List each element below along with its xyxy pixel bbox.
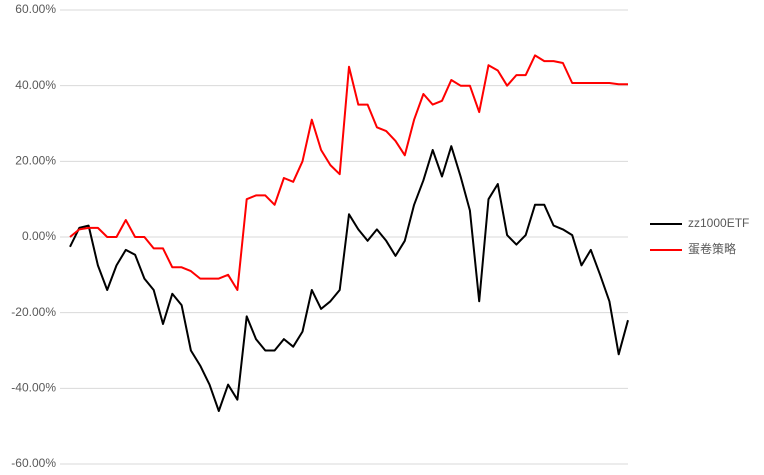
y-tick-label: 20.00% xyxy=(15,154,56,168)
series-line xyxy=(69,54,628,291)
legend-label: zz1000ETF xyxy=(688,216,749,230)
y-tick-label: 60.00% xyxy=(15,2,56,16)
y-tick-label: 40.00% xyxy=(15,78,56,92)
y-tick-label: -60.00% xyxy=(11,456,56,470)
legend-label: 蛋卷策略 xyxy=(688,241,736,256)
y-tick-label: -40.00% xyxy=(11,381,56,395)
series-line xyxy=(69,145,629,412)
y-tick-label: -20.00% xyxy=(11,305,56,319)
y-tick-label: 0.00% xyxy=(22,229,56,243)
